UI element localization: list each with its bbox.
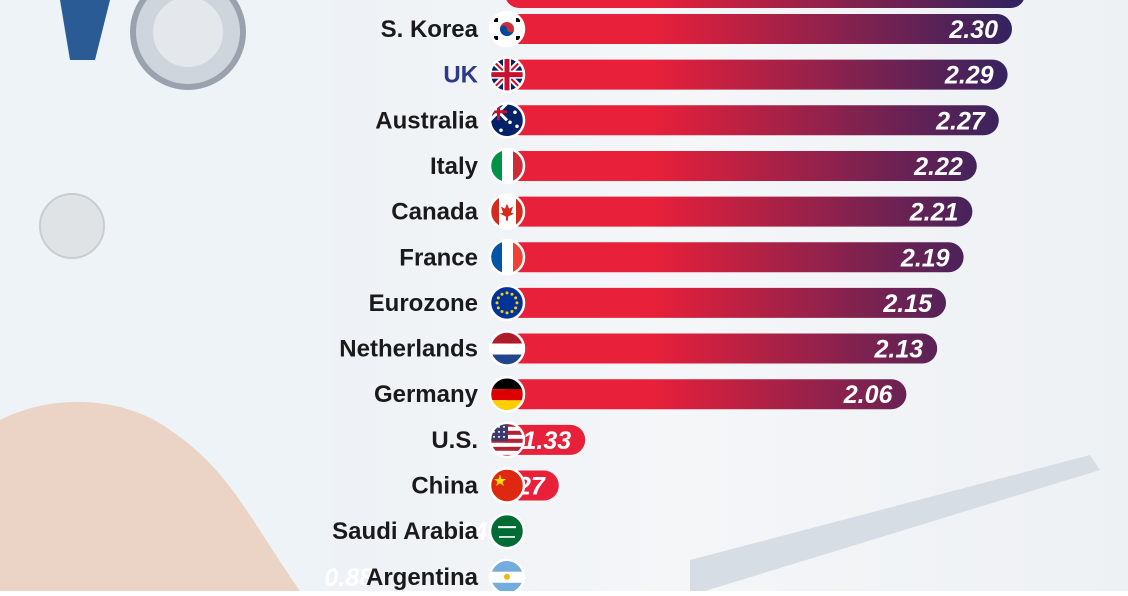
category-label: Eurozone [369,290,478,317]
bar [505,379,907,410]
category-label: Canada [391,199,478,226]
chart-rows: 2.30 S. Korea 2.29 UK 2.27 Australia 2.22 Italy… [325,10,1012,591]
flag-italy-icon [488,147,526,185]
cropped-bar-top [506,0,1024,8]
bar-value-label: 0.88 [325,564,374,591]
bar-value-label: 2.06 [843,381,894,409]
bar-value-label: 2.15 [882,290,933,318]
flag-germany-icon [488,375,526,413]
flag-france-icon [488,239,526,276]
bar-value-label: 2.13 [874,336,924,364]
bar-value-label: 2.19 [900,244,950,272]
category-label: Argentina [366,564,479,591]
flag-china-icon [488,467,526,504]
category-label: Australia [375,107,478,134]
bar-row: 2.19 France [399,239,964,276]
coat-button-icon [39,193,105,259]
bar [505,242,964,273]
flag-canada-icon [488,193,526,230]
category-label: U.S. [431,427,478,454]
bar-row: 1.33 U.S. [431,421,586,459]
bar-row: 2.22 Italy [430,147,977,185]
category-label: Germany [374,381,479,408]
bar [505,150,977,181]
scrubs-collar [60,0,110,60]
flag-us-icon [488,421,526,459]
flag-argentina-icon [488,558,526,591]
flag-netherlands-icon [488,330,526,367]
flag-uk-icon [488,56,526,93]
flag-saudi-arabia-icon [488,512,526,550]
bar [505,14,1012,44]
bar [505,59,1008,90]
bar-row: 2.30 S. Korea [381,10,1012,48]
stethoscope-inner [153,0,223,67]
flag-south-korea-icon [488,10,526,48]
bar-row: 2.15 Eurozone [369,284,946,322]
category-label: Netherlands [339,336,478,363]
bar-value-label: 2.21 [909,199,959,227]
tablet-shape [690,455,1100,591]
category-label: UK [443,62,478,89]
flag-eu-icon [488,284,526,322]
bar-value-label: 1.33 [523,427,572,455]
category-label: Saudi Arabia [332,518,478,545]
bar-value-label: 2.22 [913,153,963,181]
flag-australia-icon [488,102,526,139]
bar [505,287,946,318]
category-label: S. Korea [381,16,479,43]
bar-value-label: 2.27 [935,107,986,135]
bar [505,424,586,455]
bar-row: 2.06 Germany [374,375,907,413]
bar-value-label: 2.29 [944,62,994,90]
category-label: Italy [430,153,479,180]
bar-row: 2.29 UK [443,56,1008,93]
bar-value-label: 1.14 [439,518,488,546]
bar-value-label: 2.30 [948,16,998,44]
bar-row: 2.21 Canada [391,193,973,230]
bar [505,333,938,364]
bar [505,105,999,136]
category-label: China [411,473,478,500]
category-label: France [399,244,478,271]
bar [505,196,973,227]
hand-shape [0,401,300,591]
bar-row: 1.27China [411,467,559,504]
bar-row: 2.13 Netherlands [339,330,938,367]
bar-row: 2.27 Australia [375,102,999,139]
